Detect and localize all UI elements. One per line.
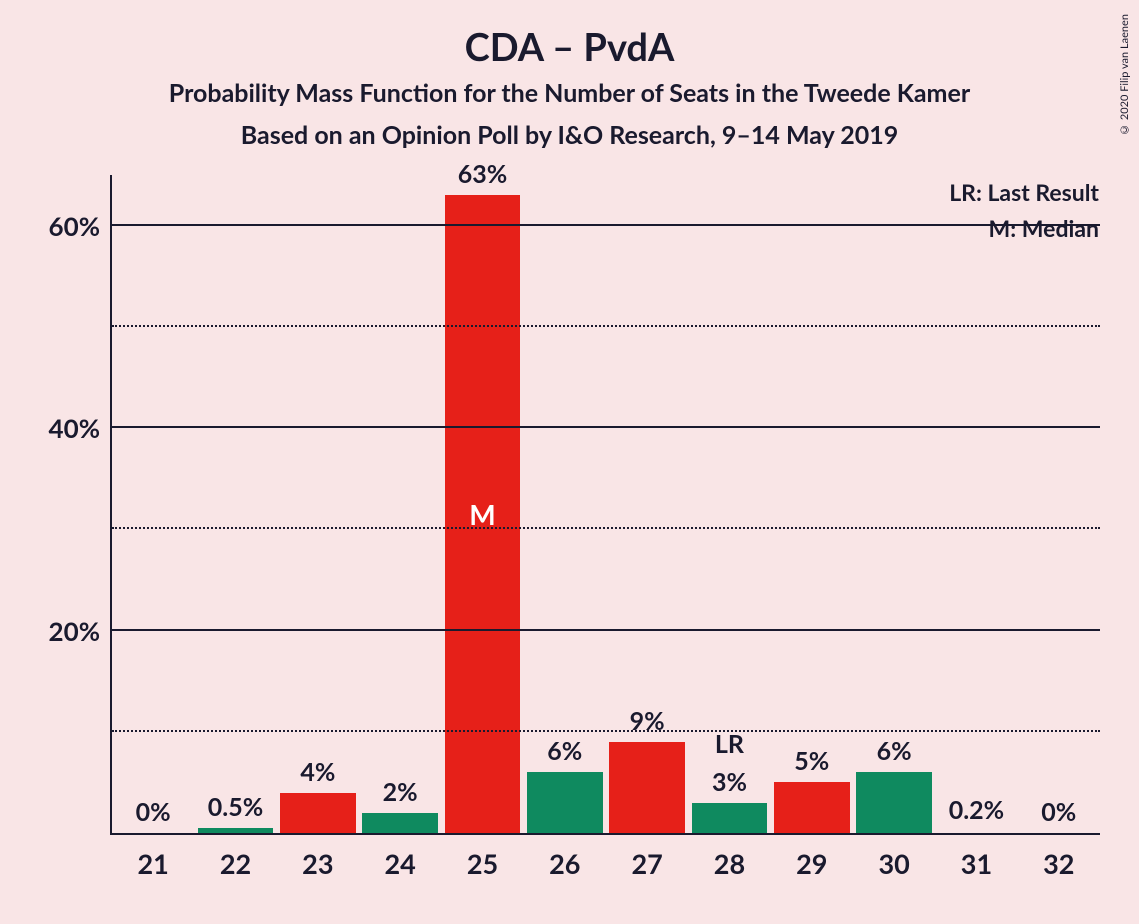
- gridline-major: [112, 629, 1100, 631]
- bar-value-label: 6%: [853, 736, 935, 766]
- bar-slot: 6%26: [524, 175, 606, 833]
- y-axis-label: 60%: [49, 210, 112, 242]
- bar-value-label: 6%: [524, 736, 606, 766]
- gridline-major: [112, 426, 1100, 428]
- bar-value-label: 4%: [277, 757, 359, 787]
- x-axis-label: 22: [194, 833, 276, 880]
- bar-value-label: 5%: [771, 746, 853, 776]
- x-axis-label: 27: [606, 833, 688, 880]
- bar-value-label: 0.5%: [194, 792, 276, 822]
- chart-subtitle-2: Based on an Opinion Poll by I&O Research…: [0, 120, 1139, 150]
- x-axis-label: 28: [688, 833, 770, 880]
- copyright-text: © 2020 Filip van Laenen: [1118, 14, 1131, 136]
- bar-annotation-median: M: [441, 497, 523, 531]
- x-axis-label: 24: [359, 833, 441, 880]
- bar-annotation-lr: LR: [688, 729, 770, 759]
- bar-slot: 0%21: [112, 175, 194, 833]
- x-axis-label: 21: [112, 833, 194, 880]
- bars-container: 0%210.5%224%232%2463%M256%269%27LR3%285%…: [112, 175, 1100, 833]
- bar-value-label: 63%: [441, 159, 523, 189]
- x-axis-label: 29: [771, 833, 853, 880]
- x-axis-label: 31: [935, 833, 1017, 880]
- x-axis-label: 26: [524, 833, 606, 880]
- gridline-minor: [112, 527, 1100, 529]
- bar-value-label: 0%: [1018, 797, 1100, 827]
- bar-value-label: 2%: [359, 777, 441, 807]
- bar-slot: 5%29: [771, 175, 853, 833]
- bar-slot: 0.5%22: [194, 175, 276, 833]
- chart-container: CDA – PvdA Probability Mass Function for…: [0, 0, 1139, 924]
- y-axis-label: 20%: [49, 615, 112, 647]
- x-axis-label: 25: [441, 833, 523, 880]
- bar-slot: 9%27: [606, 175, 688, 833]
- bar-value-label: 0%: [112, 797, 194, 827]
- bar-slot: 0.2%31: [935, 175, 1017, 833]
- gridline-minor: [112, 730, 1100, 732]
- plot-area: 0%210.5%224%232%2463%M256%269%27LR3%285%…: [110, 175, 1100, 835]
- y-axis-label: 40%: [49, 412, 112, 444]
- chart-subtitle-1: Probability Mass Function for the Number…: [0, 78, 1139, 108]
- bar: [774, 782, 850, 833]
- bar: [362, 813, 438, 833]
- bar: [692, 803, 768, 833]
- bar-slot: 0%32: [1018, 175, 1100, 833]
- bar: [856, 772, 932, 833]
- bar-slot: 6%30: [853, 175, 935, 833]
- bar-value-label: 0.2%: [935, 795, 1017, 825]
- bar-slot: LR3%28: [688, 175, 770, 833]
- bar-slot: 2%24: [359, 175, 441, 833]
- bar-slot: 4%23: [277, 175, 359, 833]
- gridline-minor: [112, 325, 1100, 327]
- x-axis-label: 30: [853, 833, 935, 880]
- bar: [280, 793, 356, 833]
- bar: [609, 742, 685, 833]
- chart-title: CDA – PvdA: [0, 24, 1139, 70]
- bar-slot: 63%M25: [441, 175, 523, 833]
- bar: [527, 772, 603, 833]
- x-axis-label: 32: [1018, 833, 1100, 880]
- gridline-major: [112, 224, 1100, 226]
- x-axis-label: 23: [277, 833, 359, 880]
- bar-value-label: 3%: [688, 767, 770, 797]
